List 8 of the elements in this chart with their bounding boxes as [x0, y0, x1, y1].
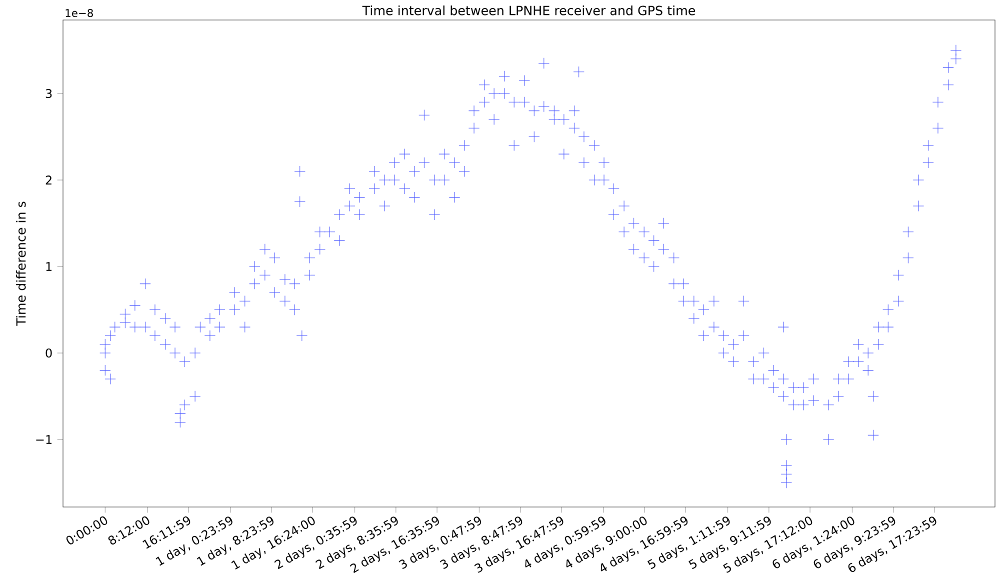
- y-tick-label: 2: [46, 176, 52, 184]
- y-tick-label: 3: [46, 88, 52, 98]
- text: 1e−8: [66, 8, 93, 18]
- y-tick-label: −1: [36, 435, 52, 444]
- y-axis-title: Time difference in s: [16, 202, 26, 326]
- y-tick-label: 0: [46, 348, 52, 358]
- y-tick-label: 1: [46, 262, 52, 271]
- chart-title: Time interval between LPNHE receiver and GPS time: [362, 5, 696, 16]
